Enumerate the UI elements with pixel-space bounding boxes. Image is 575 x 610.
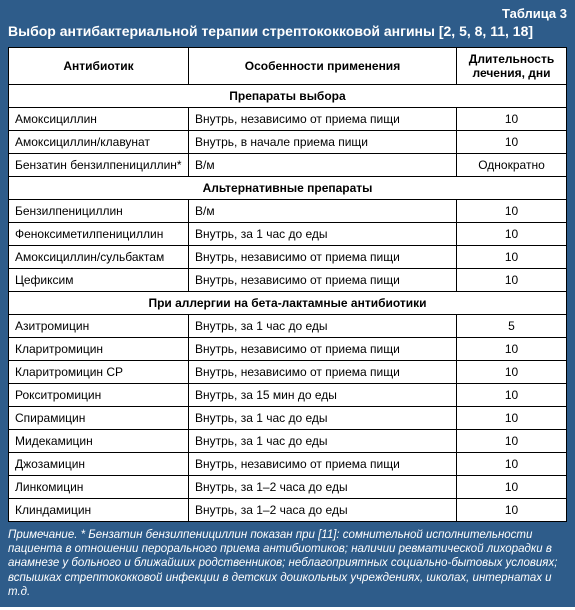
cell-usage: Внутрь, за 1–2 часа до еды — [189, 498, 457, 521]
cell-duration: Однократно — [457, 153, 567, 176]
therapy-table: Антибиотик Особенности применения Длител… — [8, 47, 567, 522]
cell-usage: Внутрь, за 1–2 часа до еды — [189, 475, 457, 498]
table-row: СпирамицинВнутрь, за 1 час до еды10 — [9, 406, 567, 429]
header-duration: Длительность лечения, дни — [457, 47, 567, 84]
table-row: Бензатин бензилпенициллин*В/мОднократно — [9, 153, 567, 176]
cell-antibiotic: Мидекамицин — [9, 429, 189, 452]
table-row: КларитромицинВнутрь, независимо от прием… — [9, 337, 567, 360]
cell-usage: Внутрь, за 1 час до еды — [189, 222, 457, 245]
cell-duration: 10 — [457, 475, 567, 498]
cell-usage: Внутрь, за 1 час до еды — [189, 429, 457, 452]
cell-usage: Внутрь, за 1 час до еды — [189, 406, 457, 429]
cell-usage: Внутрь, в начале приема пищи — [189, 130, 457, 153]
header-usage: Особенности применения — [189, 47, 457, 84]
cell-duration: 5 — [457, 314, 567, 337]
cell-antibiotic: Амоксициллин — [9, 107, 189, 130]
cell-antibiotic: Кларитромицин СР — [9, 360, 189, 383]
cell-antibiotic: Амоксициллин/сульбактам — [9, 245, 189, 268]
section-heading: Альтернативные препараты — [9, 176, 567, 199]
table-row: ФеноксиметилпенициллинВнутрь, за 1 час д… — [9, 222, 567, 245]
table-row: Амоксициллин/клавунатВнутрь, в начале пр… — [9, 130, 567, 153]
cell-usage: Внутрь, независимо от приема пищи — [189, 337, 457, 360]
cell-antibiotic: Феноксиметилпенициллин — [9, 222, 189, 245]
cell-duration: 10 — [457, 107, 567, 130]
section-heading-row: При аллергии на бета-лактамные антибиоти… — [9, 291, 567, 314]
cell-usage: В/м — [189, 153, 457, 176]
table-row: КлиндамицинВнутрь, за 1–2 часа до еды10 — [9, 498, 567, 521]
cell-usage: Внутрь, независимо от приема пищи — [189, 452, 457, 475]
cell-duration: 10 — [457, 452, 567, 475]
cell-duration: 10 — [457, 268, 567, 291]
cell-antibiotic: Азитромицин — [9, 314, 189, 337]
cell-duration: 10 — [457, 245, 567, 268]
table-row: Кларитромицин СРВнутрь, независимо от пр… — [9, 360, 567, 383]
cell-usage: Внутрь, за 1 час до еды — [189, 314, 457, 337]
cell-duration: 10 — [457, 337, 567, 360]
table-row: ЛинкомицинВнутрь, за 1–2 часа до еды10 — [9, 475, 567, 498]
table-container: Таблица 3 Выбор антибактериальной терапи… — [0, 0, 575, 607]
table-footnote: Примечание. * Бензатин бензилпенициллин … — [8, 522, 567, 600]
cell-antibiotic: Клиндамицин — [9, 498, 189, 521]
section-heading-row: Альтернативные препараты — [9, 176, 567, 199]
section-heading: При аллергии на бета-лактамные антибиоти… — [9, 291, 567, 314]
cell-usage: В/м — [189, 199, 457, 222]
table-row: АзитромицинВнутрь, за 1 час до еды5 — [9, 314, 567, 337]
table-row: БензилпенициллинВ/м10 — [9, 199, 567, 222]
cell-duration: 10 — [457, 406, 567, 429]
table-row: РокситромицинВнутрь, за 15 мин до еды10 — [9, 383, 567, 406]
table-title: Выбор антибактериальной терапии стрепток… — [8, 23, 567, 47]
cell-duration: 10 — [457, 360, 567, 383]
cell-usage: Внутрь, независимо от приема пищи — [189, 268, 457, 291]
cell-antibiotic: Цефиксим — [9, 268, 189, 291]
cell-usage: Внутрь, независимо от приема пищи — [189, 360, 457, 383]
cell-usage: Внутрь, независимо от приема пищи — [189, 107, 457, 130]
table-caption: Таблица 3 — [8, 6, 567, 23]
cell-antibiotic: Джозамицин — [9, 452, 189, 475]
header-antibiotic: Антибиотик — [9, 47, 189, 84]
cell-antibiotic: Рокситромицин — [9, 383, 189, 406]
cell-usage: Внутрь, за 15 мин до еды — [189, 383, 457, 406]
table-row: ЦефиксимВнутрь, независимо от приема пищ… — [9, 268, 567, 291]
table-row: МидекамицинВнутрь, за 1 час до еды10 — [9, 429, 567, 452]
section-heading-row: Препараты выбора — [9, 84, 567, 107]
cell-antibiotic: Кларитромицин — [9, 337, 189, 360]
cell-antibiotic: Бензилпенициллин — [9, 199, 189, 222]
cell-duration: 10 — [457, 383, 567, 406]
cell-duration: 10 — [457, 222, 567, 245]
cell-usage: Внутрь, независимо от приема пищи — [189, 245, 457, 268]
cell-antibiotic: Бензатин бензилпенициллин* — [9, 153, 189, 176]
section-heading: Препараты выбора — [9, 84, 567, 107]
table-row: АмоксициллинВнутрь, независимо от приема… — [9, 107, 567, 130]
table-row: Амоксициллин/сульбактамВнутрь, независим… — [9, 245, 567, 268]
header-row: Антибиотик Особенности применения Длител… — [9, 47, 567, 84]
cell-duration: 10 — [457, 130, 567, 153]
cell-antibiotic: Амоксициллин/клавунат — [9, 130, 189, 153]
cell-duration: 10 — [457, 498, 567, 521]
cell-duration: 10 — [457, 199, 567, 222]
cell-duration: 10 — [457, 429, 567, 452]
cell-antibiotic: Спирамицин — [9, 406, 189, 429]
table-row: ДжозамицинВнутрь, независимо от приема п… — [9, 452, 567, 475]
cell-antibiotic: Линкомицин — [9, 475, 189, 498]
